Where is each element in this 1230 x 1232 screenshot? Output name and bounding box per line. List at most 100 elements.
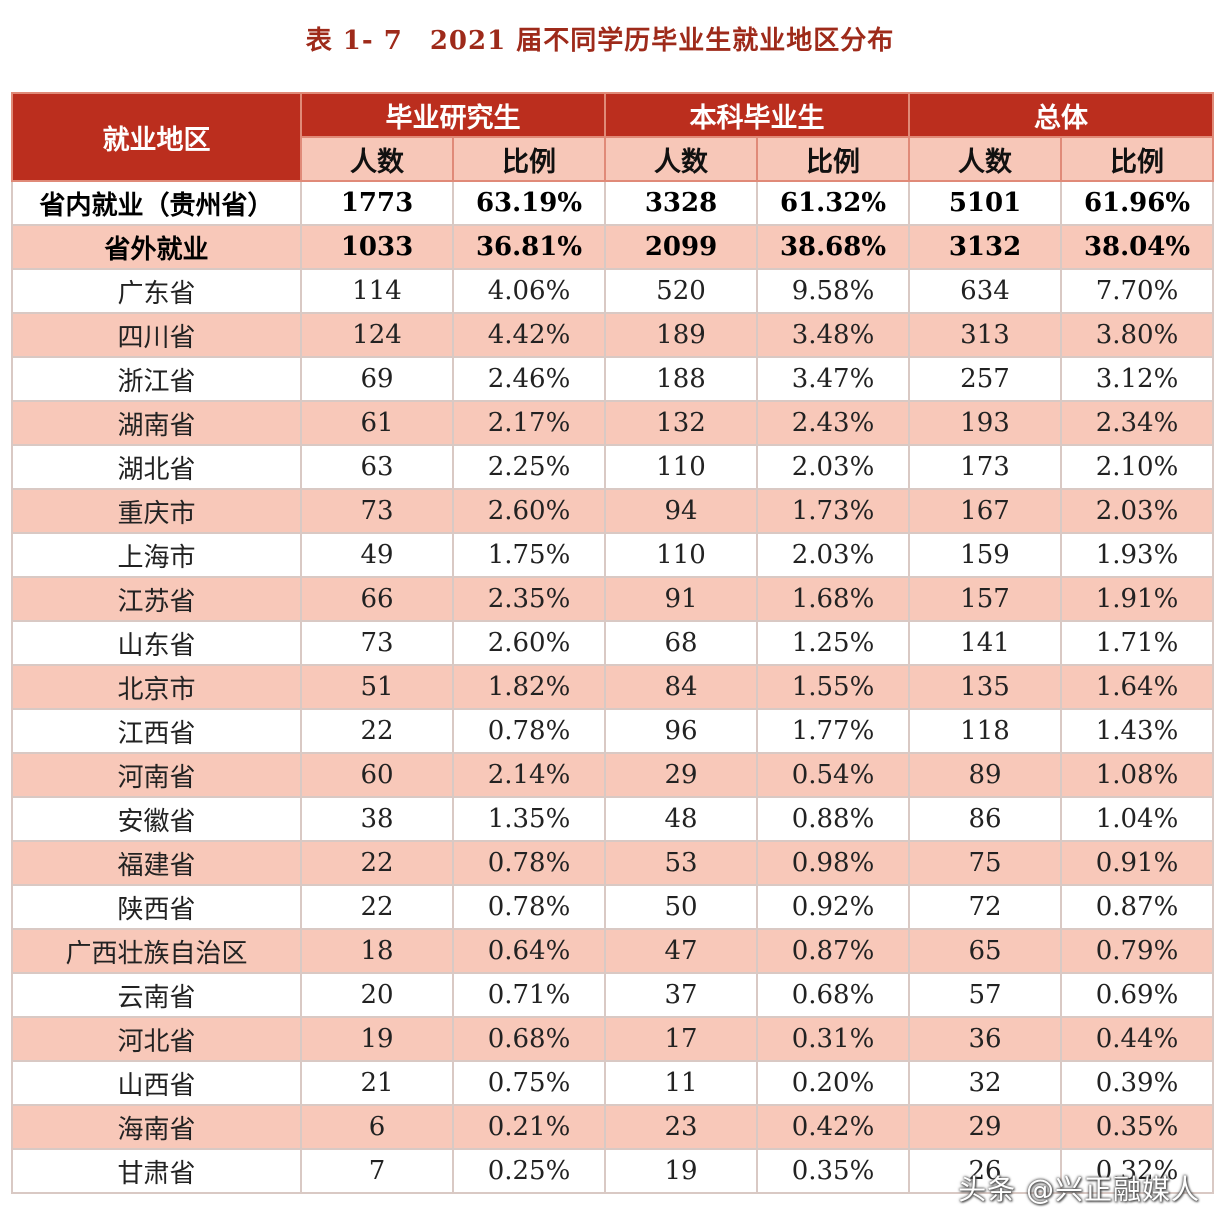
total-count-cell: 32 bbox=[908, 1060, 1062, 1106]
region-cell: 上海市 bbox=[11, 532, 302, 578]
table-row: 河南省 60 2.14% 29 0.54% 89 1.08% bbox=[11, 752, 1214, 798]
undergraduate-count-cell: 94 bbox=[604, 488, 758, 534]
table-row: 湖南省 61 2.17% 132 2.43% 193 2.34% bbox=[11, 400, 1214, 446]
subheader-ratio: 比例 bbox=[1060, 136, 1214, 182]
total-count-cell: 257 bbox=[908, 356, 1062, 402]
table-row: 江西省 22 0.78% 96 1.77% 118 1.43% bbox=[11, 708, 1214, 754]
undergraduate-count-cell: 2099 bbox=[604, 224, 758, 270]
table-row: 上海市 49 1.75% 110 2.03% 159 1.93% bbox=[11, 532, 1214, 578]
region-cell: 北京市 bbox=[11, 664, 302, 710]
table-row: 广东省 114 4.06% 520 9.58% 634 7.70% bbox=[11, 268, 1214, 314]
total-count-cell: 5101 bbox=[908, 180, 1062, 226]
table-row: 云南省 20 0.71% 37 0.68% 57 0.69% bbox=[11, 972, 1214, 1018]
group-header-graduate: 毕业研究生 bbox=[300, 92, 606, 138]
undergraduate-ratio-cell: 2.43% bbox=[756, 400, 910, 446]
total-ratio-cell: 61.96% bbox=[1060, 180, 1214, 226]
region-cell: 山东省 bbox=[11, 620, 302, 666]
table-row: 海南省 6 0.21% 23 0.42% 29 0.35% bbox=[11, 1104, 1214, 1150]
total-count-cell: 36 bbox=[908, 1016, 1062, 1062]
graduate-count-cell: 18 bbox=[300, 928, 454, 974]
undergraduate-ratio-cell: 0.54% bbox=[756, 752, 910, 798]
table-row: 北京市 51 1.82% 84 1.55% 135 1.64% bbox=[11, 664, 1214, 710]
total-count-cell: 89 bbox=[908, 752, 1062, 798]
undergraduate-count-cell: 48 bbox=[604, 796, 758, 842]
total-ratio-cell: 0.79% bbox=[1060, 928, 1214, 974]
table-row: 省外就业 1033 36.81% 2099 38.68% 3132 38.04% bbox=[11, 224, 1214, 270]
region-cell: 广西壮族自治区 bbox=[11, 928, 302, 974]
graduate-ratio-cell: 2.60% bbox=[452, 620, 606, 666]
undergraduate-ratio-cell: 0.35% bbox=[756, 1148, 910, 1194]
graduate-count-cell: 22 bbox=[300, 708, 454, 754]
total-count-cell: 3132 bbox=[908, 224, 1062, 270]
table-body: 省内就业（贵州省） 1773 63.19% 3328 61.32% 5101 61.96% 省… bbox=[11, 180, 1214, 1194]
total-ratio-cell: 1.08% bbox=[1060, 752, 1214, 798]
total-ratio-cell: 0.39% bbox=[1060, 1060, 1214, 1106]
graduate-count-cell: 49 bbox=[300, 532, 454, 578]
table-row: 山东省 73 2.60% 68 1.25% 141 1.71% bbox=[11, 620, 1214, 666]
graduate-count-cell: 6 bbox=[300, 1104, 454, 1150]
region-cell: 福建省 bbox=[11, 840, 302, 886]
graduate-ratio-cell: 2.60% bbox=[452, 488, 606, 534]
region-cell: 甘肃省 bbox=[11, 1148, 302, 1194]
undergraduate-count-cell: 53 bbox=[604, 840, 758, 886]
undergraduate-count-cell: 520 bbox=[604, 268, 758, 314]
region-cell: 浙江省 bbox=[11, 356, 302, 402]
undergraduate-ratio-cell: 9.58% bbox=[756, 268, 910, 314]
region-cell: 江西省 bbox=[11, 708, 302, 754]
total-ratio-cell: 0.69% bbox=[1060, 972, 1214, 1018]
table-row: 河北省 19 0.68% 17 0.31% 36 0.44% bbox=[11, 1016, 1214, 1062]
total-ratio-cell: 1.64% bbox=[1060, 664, 1214, 710]
undergraduate-count-cell: 23 bbox=[604, 1104, 758, 1150]
region-cell: 江苏省 bbox=[11, 576, 302, 622]
graduate-count-cell: 60 bbox=[300, 752, 454, 798]
total-count-cell: 634 bbox=[908, 268, 1062, 314]
region-cell: 四川省 bbox=[11, 312, 302, 358]
total-count-cell: 29 bbox=[908, 1104, 1062, 1150]
region-cell: 河北省 bbox=[11, 1016, 302, 1062]
undergraduate-count-cell: 11 bbox=[604, 1060, 758, 1106]
total-ratio-cell: 38.04% bbox=[1060, 224, 1214, 270]
undergraduate-ratio-cell: 0.68% bbox=[756, 972, 910, 1018]
undergraduate-count-cell: 84 bbox=[604, 664, 758, 710]
total-count-cell: 157 bbox=[908, 576, 1062, 622]
graduate-ratio-cell: 0.68% bbox=[452, 1016, 606, 1062]
graduate-ratio-cell: 1.35% bbox=[452, 796, 606, 842]
table-row: 福建省 22 0.78% 53 0.98% 75 0.91% bbox=[11, 840, 1214, 886]
total-count-cell: 75 bbox=[908, 840, 1062, 886]
region-cell: 重庆市 bbox=[11, 488, 302, 534]
table-row: 重庆市 73 2.60% 94 1.73% 167 2.03% bbox=[11, 488, 1214, 534]
region-cell: 河南省 bbox=[11, 752, 302, 798]
graduate-count-cell: 63 bbox=[300, 444, 454, 490]
total-ratio-cell: 0.87% bbox=[1060, 884, 1214, 930]
undergraduate-ratio-cell: 2.03% bbox=[756, 532, 910, 578]
table-row: 湖北省 63 2.25% 110 2.03% 173 2.10% bbox=[11, 444, 1214, 490]
table-row: 浙江省 69 2.46% 188 3.47% 257 3.12% bbox=[11, 356, 1214, 402]
table-row: 安徽省 38 1.35% 48 0.88% 86 1.04% bbox=[11, 796, 1214, 842]
table-row: 省内就业（贵州省） 1773 63.19% 3328 61.32% 5101 61.96% bbox=[11, 180, 1214, 226]
region-cell: 山西省 bbox=[11, 1060, 302, 1106]
graduate-ratio-cell: 63.19% bbox=[452, 180, 606, 226]
group-header-undergraduate: 本科毕业生 bbox=[604, 92, 910, 138]
undergraduate-ratio-cell: 0.98% bbox=[756, 840, 910, 886]
graduate-count-cell: 73 bbox=[300, 620, 454, 666]
total-count-cell: 173 bbox=[908, 444, 1062, 490]
undergraduate-ratio-cell: 61.32% bbox=[756, 180, 910, 226]
undergraduate-count-cell: 68 bbox=[604, 620, 758, 666]
graduate-ratio-cell: 2.17% bbox=[452, 400, 606, 446]
graduate-ratio-cell: 4.42% bbox=[452, 312, 606, 358]
graduate-count-cell: 69 bbox=[300, 356, 454, 402]
undergraduate-count-cell: 189 bbox=[604, 312, 758, 358]
region-cell: 海南省 bbox=[11, 1104, 302, 1150]
subheader-count: 人数 bbox=[908, 136, 1062, 182]
region-cell: 省内就业（贵州省） bbox=[11, 180, 302, 226]
undergraduate-ratio-cell: 0.31% bbox=[756, 1016, 910, 1062]
total-ratio-cell: 0.32% bbox=[1060, 1148, 1214, 1194]
undergraduate-ratio-cell: 0.88% bbox=[756, 796, 910, 842]
graduate-ratio-cell: 2.35% bbox=[452, 576, 606, 622]
total-count-cell: 57 bbox=[908, 972, 1062, 1018]
undergraduate-ratio-cell: 3.47% bbox=[756, 356, 910, 402]
undergraduate-count-cell: 3328 bbox=[604, 180, 758, 226]
subheader-ratio: 比例 bbox=[756, 136, 910, 182]
graduate-ratio-cell: 0.78% bbox=[452, 884, 606, 930]
total-ratio-cell: 1.71% bbox=[1060, 620, 1214, 666]
